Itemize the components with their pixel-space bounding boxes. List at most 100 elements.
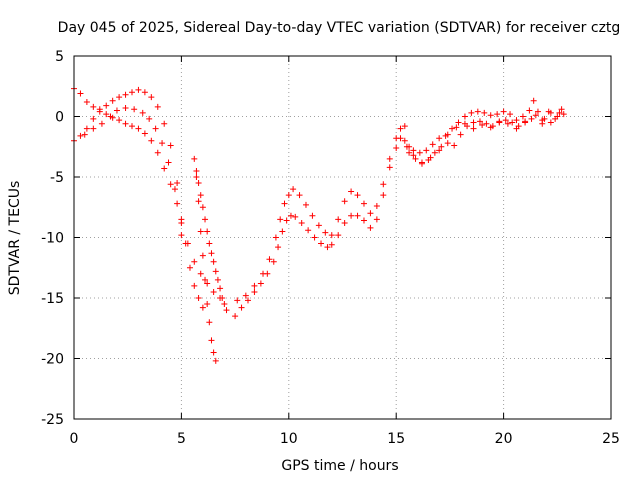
data-point: [232, 313, 239, 320]
data-point: [545, 108, 552, 115]
data-point: [453, 124, 460, 131]
data-point: [161, 165, 168, 172]
data-point: [83, 98, 90, 105]
series-track-b: [71, 86, 185, 239]
data-point: [500, 108, 507, 115]
data-point: [393, 135, 400, 142]
data-point: [530, 97, 537, 104]
plot-frame: [73, 55, 612, 420]
data-point: [202, 216, 209, 223]
data-point: [494, 111, 501, 118]
data-point: [451, 142, 458, 149]
x-tick-label: 5: [177, 431, 186, 447]
data-point: [128, 123, 135, 130]
data-point: [547, 119, 554, 126]
y-tick-label: -25: [41, 412, 64, 428]
data-point: [556, 109, 563, 116]
data-point: [208, 337, 215, 344]
data-point: [322, 229, 329, 236]
series-track-i: [403, 106, 565, 156]
data-point: [204, 280, 211, 287]
data-point: [244, 297, 251, 304]
series-track-d: [191, 155, 219, 364]
data-point: [436, 135, 443, 142]
data-point: [113, 107, 120, 114]
data-point: [427, 154, 434, 161]
data-point: [193, 167, 200, 174]
data-point: [328, 241, 335, 248]
data-point: [98, 120, 105, 127]
data-point: [212, 268, 219, 275]
data-point: [199, 304, 206, 311]
data-point: [141, 130, 148, 137]
data-point: [532, 112, 539, 119]
data-point: [461, 113, 468, 120]
y-tick-label: 5: [55, 49, 64, 65]
data-point: [444, 140, 451, 147]
data-point: [154, 149, 161, 156]
data-point: [416, 149, 423, 156]
data-point: [354, 192, 361, 199]
data-point: [296, 192, 303, 199]
data-point: [479, 121, 486, 128]
data-point: [146, 115, 153, 122]
data-point: [470, 119, 477, 126]
data-point: [251, 282, 258, 289]
data-point: [202, 276, 209, 283]
data-point: [360, 217, 367, 224]
data-point: [468, 109, 475, 116]
data-point: [558, 106, 565, 113]
data-point: [77, 132, 84, 139]
data-point: [513, 117, 520, 124]
data-point: [81, 131, 88, 138]
data-point: [238, 304, 245, 311]
data-point: [457, 131, 464, 138]
data-point: [152, 125, 159, 132]
data-point: [507, 111, 514, 118]
series-track-c: [81, 105, 206, 311]
data-point: [174, 200, 181, 207]
data-point: [393, 144, 400, 151]
data-point: [204, 228, 211, 235]
data-point: [380, 192, 387, 199]
data-point: [513, 125, 520, 132]
data-point: [178, 216, 185, 223]
data-point: [470, 125, 477, 132]
data-point: [341, 219, 348, 226]
data-point: [328, 232, 335, 239]
data-point: [210, 288, 217, 295]
data-point: [534, 108, 541, 115]
data-point: [257, 280, 264, 287]
data-point: [197, 192, 204, 199]
data-point: [174, 180, 181, 187]
data-point: [496, 118, 503, 125]
data-point: [509, 119, 516, 126]
data-point: [311, 234, 318, 241]
data-point: [526, 107, 533, 114]
data-point: [423, 147, 430, 154]
data-point: [335, 216, 342, 223]
data-point: [431, 149, 438, 156]
data-point: [195, 198, 202, 205]
data-point: [539, 117, 546, 124]
data-point: [487, 124, 494, 131]
data-point: [403, 143, 410, 150]
data-point: [410, 152, 417, 159]
data-point: [474, 108, 481, 115]
data-point: [367, 210, 374, 217]
axis-ticks: 0 5 10 15 20 25 5 0 -5 -10 -15 -20 -25: [41, 49, 620, 447]
data-point: [290, 186, 297, 193]
data-point: [90, 125, 97, 132]
data-point: [380, 181, 387, 188]
data-point: [103, 102, 110, 109]
data-point: [161, 120, 168, 127]
data-point: [260, 270, 267, 277]
data-point: [199, 252, 206, 259]
data-point: [266, 256, 273, 263]
data-point: [481, 109, 488, 116]
data-point: [148, 137, 155, 144]
data-point: [191, 258, 198, 265]
data-point: [195, 180, 202, 187]
data-point: [178, 232, 185, 239]
